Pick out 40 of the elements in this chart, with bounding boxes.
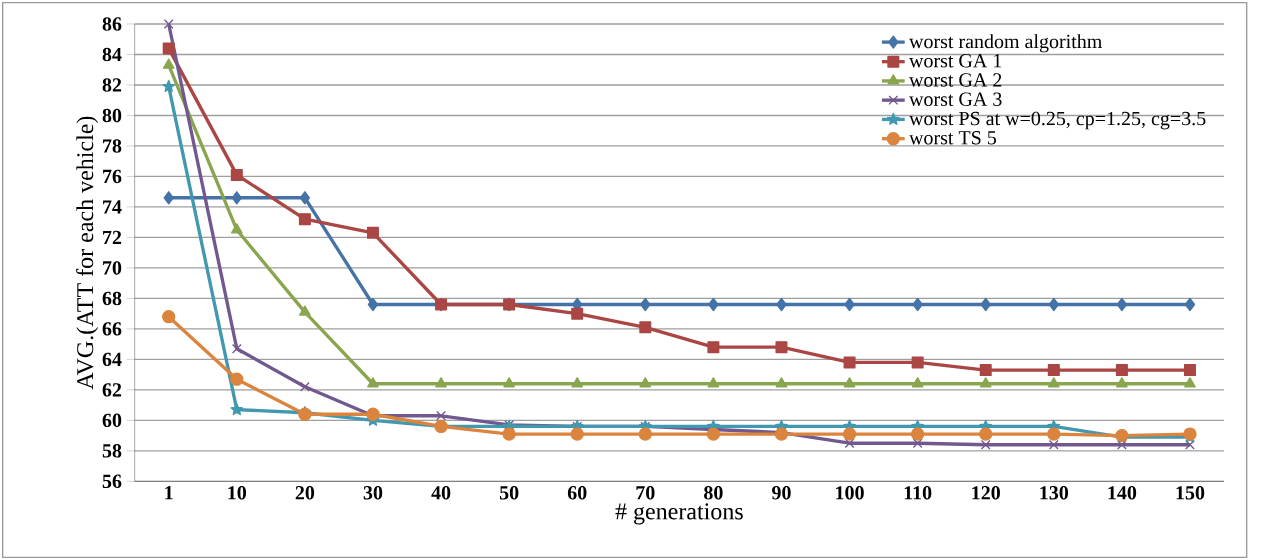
x-tick-label: 20 <box>295 486 315 500</box>
legend-label: worst PS at w=0.25, cp=1.25, cg=3.5 <box>909 111 1206 130</box>
y-tick-label: 78 <box>103 139 122 153</box>
y-tick-label: 86 <box>102 17 122 31</box>
y-tick-label: 60 <box>102 413 122 428</box>
x-tick-label: 140 <box>1108 486 1137 500</box>
x-tick-label: 120 <box>972 486 1000 500</box>
y-tick-label: 72 <box>103 230 122 245</box>
y-tick-label: 58 <box>102 444 122 458</box>
x-tick-label: 10 <box>228 486 247 500</box>
x-tick-label: 100 <box>836 486 864 500</box>
legend-label: worst GA 1 <box>909 54 1002 68</box>
x-tick-label: 60 <box>567 486 587 500</box>
x-tick-label: 1 <box>165 486 173 500</box>
legend-label: worst random algorithm <box>909 34 1103 53</box>
y-tick-label: 84 <box>102 47 122 62</box>
y-tick-label: 82 <box>102 78 122 92</box>
legend-label: worst TS 5 <box>909 131 997 145</box>
legend-label: worst GA 2 <box>909 73 1002 87</box>
y-axis-title: AVG.(ATT for each vehicle) <box>76 116 99 390</box>
x-tick-label: 30 <box>363 486 383 500</box>
y-tick-label: 70 <box>103 261 122 275</box>
x-tick-label: 50 <box>499 486 519 500</box>
y-tick-label: 76 <box>103 169 122 184</box>
y-tick-label: 62 <box>102 383 122 397</box>
y-tick-label: 66 <box>102 322 122 336</box>
y-tick-label: 74 <box>103 200 122 214</box>
x-tick-label: 80 <box>704 486 723 500</box>
y-tick-label: 56 <box>102 474 122 489</box>
x-tick-label: 110 <box>904 486 932 500</box>
y-tick-label: 80 <box>102 108 122 123</box>
x-tick-label: 40 <box>431 486 451 500</box>
x-tick-label: 130 <box>1040 486 1069 500</box>
x-tick-label: 90 <box>772 486 791 500</box>
x-tick-label: 70 <box>636 486 655 500</box>
y-tick-label: 68 <box>102 291 122 306</box>
legend-label: worst GA 3 <box>909 92 1002 106</box>
x-tick-label: 150 <box>1176 486 1205 500</box>
y-tick-label: 64 <box>102 352 122 367</box>
x-axis-title: # generations <box>615 503 743 525</box>
